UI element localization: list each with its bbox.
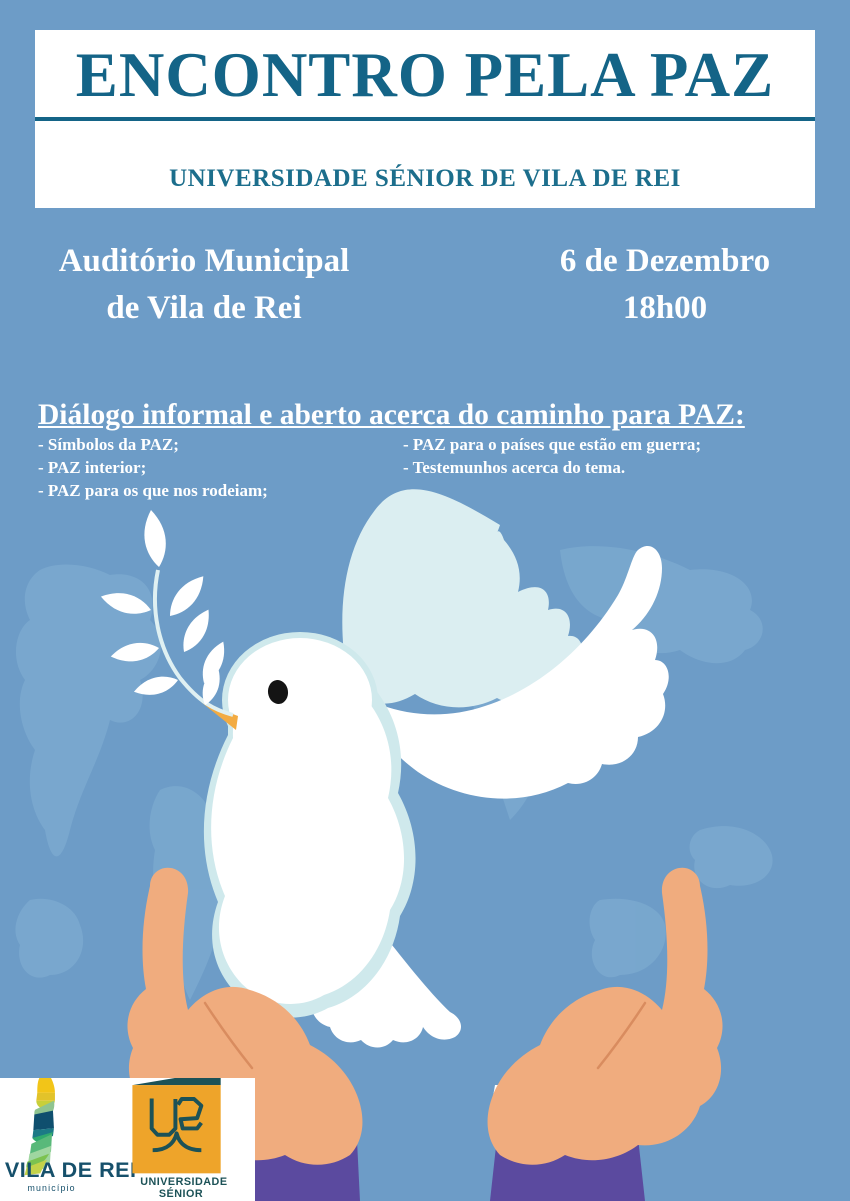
svg-text:VILA DE REI: VILA DE REI [5,1157,137,1182]
svg-text:município: município [27,1183,75,1193]
svg-text:SÉNIOR: SÉNIOR [159,1187,203,1200]
svg-text:UNIVERSIDADE: UNIVERSIDADE [140,1176,227,1188]
